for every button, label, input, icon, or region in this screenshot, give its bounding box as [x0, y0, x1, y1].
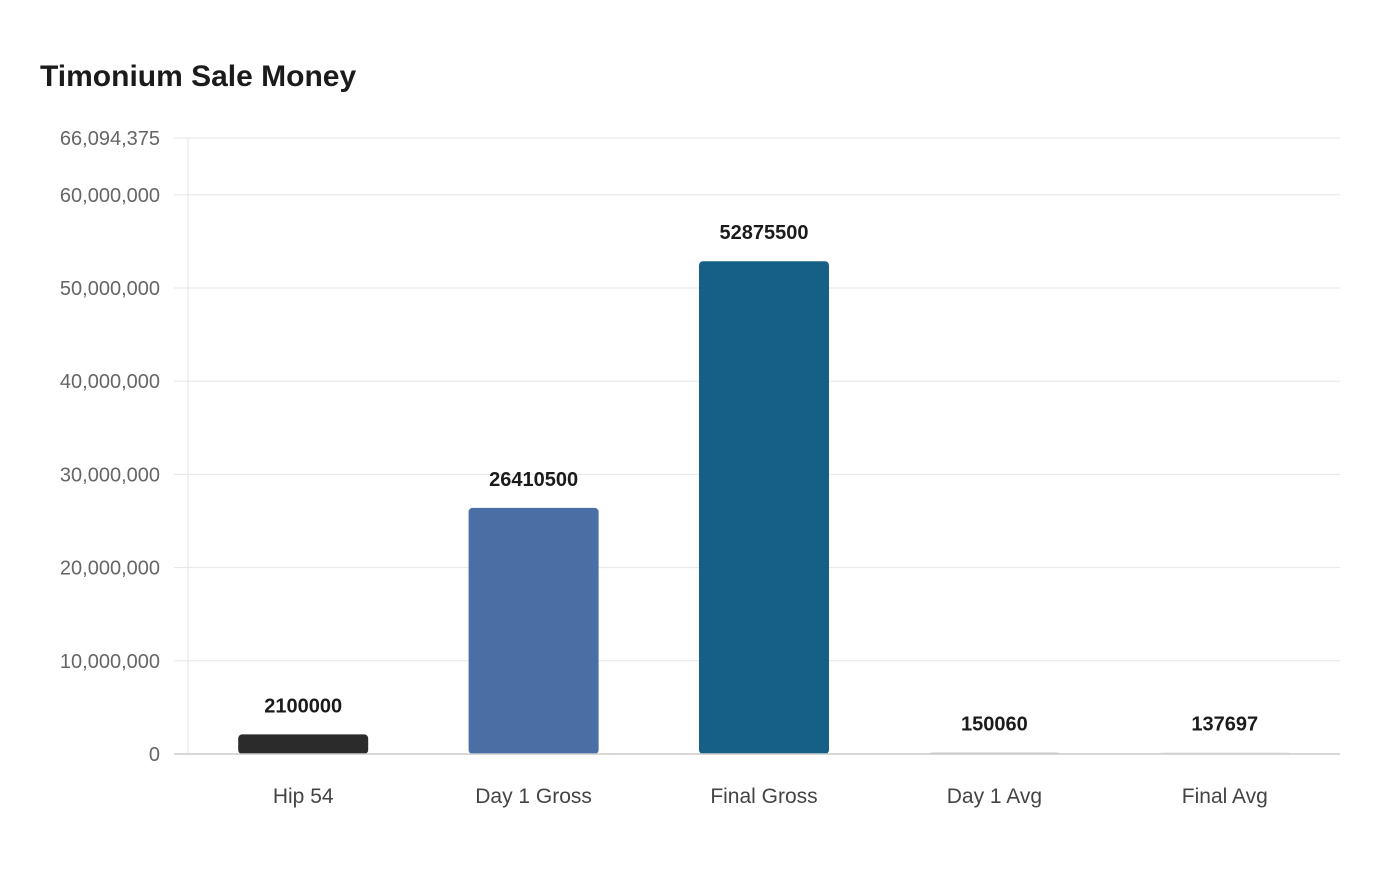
x-tick-label: Final Gross	[710, 785, 817, 808]
y-tick-label: 0	[149, 744, 160, 766]
bar-day-1-gross	[468, 507, 599, 754]
y-tick-label: 66,094,375	[60, 128, 160, 150]
y-tick-label: 40,000,000	[60, 371, 160, 393]
y-tick-label: 50,000,000	[60, 278, 160, 300]
data-label: 52875500	[720, 222, 809, 244]
y-axis: 0 10,000,000 20,000,000 30,000,000 40,000,00…	[60, 128, 189, 766]
y-tick-label: 10,000,000	[60, 651, 160, 673]
y-tick-label: 20,000,000	[60, 558, 160, 580]
x-tick-label: Final Avg	[1182, 785, 1268, 808]
x-tick-label: Hip 54	[273, 785, 334, 808]
bars	[238, 261, 1290, 754]
data-labels: 2100000 26410500 52875500 150060 137697	[264, 222, 1258, 735]
data-label: 2100000	[264, 695, 342, 717]
x-tick-label: Day 1 Avg	[947, 785, 1042, 808]
y-tick-label: 60,000,000	[60, 185, 160, 207]
bar-hip-54	[238, 734, 369, 754]
data-label: 26410500	[489, 469, 578, 491]
data-label: 137697	[1191, 714, 1258, 736]
x-axis: Hip 54 Day 1 Gross Final Gross Day 1 Avg Fin…	[174, 753, 1340, 808]
y-tick-label: 30,000,000	[60, 464, 160, 486]
x-tick-label: Day 1 Gross	[475, 785, 592, 808]
bar-final-gross	[699, 261, 829, 754]
data-label: 150060	[961, 714, 1028, 736]
chart-title: Timonium Sale Money	[40, 60, 357, 93]
